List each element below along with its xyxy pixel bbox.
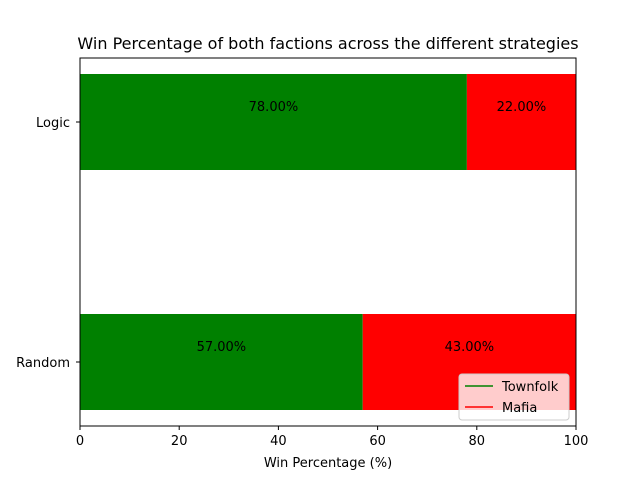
plot-frame bbox=[79, 57, 577, 427]
bars-layer bbox=[80, 74, 576, 410]
legend-label-townfolk: Townfolk bbox=[501, 380, 559, 395]
bar-townfolk-random bbox=[80, 314, 363, 410]
x-axis: 0 20 40 60 80 100 bbox=[76, 426, 589, 449]
x-tick-label: 40 bbox=[270, 434, 287, 449]
chart-title: Win Percentage of both factions across t… bbox=[77, 34, 578, 53]
y-axis: Random Logic bbox=[16, 116, 80, 371]
legend-label-mafia: Mafia bbox=[502, 401, 537, 416]
data-label-mafia-logic: 22.00% bbox=[497, 100, 547, 115]
y-tick-label-logic: Logic bbox=[36, 116, 70, 131]
x-axis-label: Win Percentage (%) bbox=[264, 456, 392, 471]
y-tick-label-random: Random bbox=[16, 356, 70, 371]
bar-townfolk-logic bbox=[80, 74, 467, 170]
x-tick-label: 100 bbox=[564, 434, 589, 449]
legend: Townfolk Mafia bbox=[458, 373, 570, 421]
data-label-townfolk-random: 57.00% bbox=[197, 340, 247, 355]
data-labels-layer: 57.00% 43.00% 78.00% 22.00% bbox=[197, 100, 547, 355]
x-tick-label: 0 bbox=[76, 434, 84, 449]
bar-mafia-logic bbox=[466, 74, 576, 170]
x-tick-label: 60 bbox=[369, 434, 386, 449]
x-tick-label: 20 bbox=[171, 434, 188, 449]
x-tick-label: 80 bbox=[469, 434, 486, 449]
data-label-townfolk-logic: 78.00% bbox=[249, 100, 299, 115]
data-label-mafia-random: 43.00% bbox=[445, 340, 495, 355]
